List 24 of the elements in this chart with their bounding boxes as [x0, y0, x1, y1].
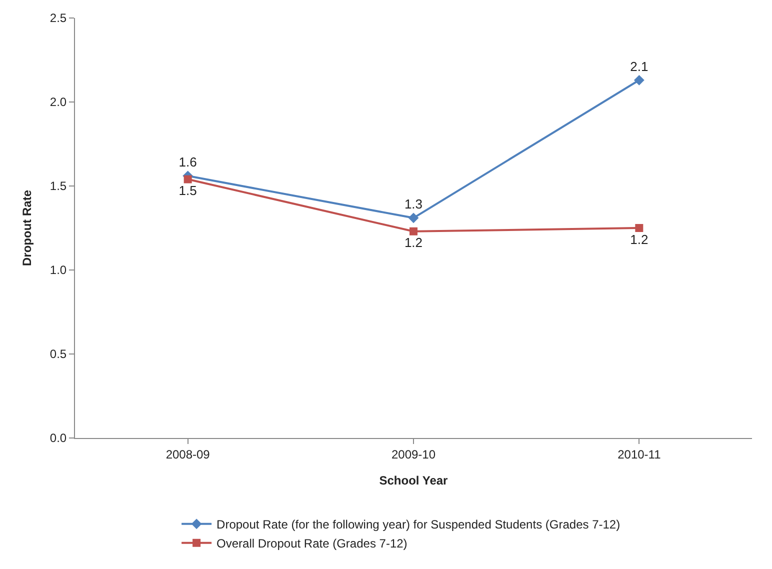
- x-tick-label: 2008-09: [166, 447, 210, 462]
- text: 2.5: [50, 11, 67, 26]
- x-axis-title: School Year: [379, 473, 448, 488]
- point: [410, 227, 418, 236]
- point: [635, 224, 644, 232]
- data-label: 1.6: [178, 154, 197, 170]
- data-label: 1.2: [630, 232, 648, 247]
- legend-label: Overall Dropout Rate (Grades 7-12): [216, 536, 408, 551]
- data-label: 1.5: [178, 183, 197, 198]
- text: 2.0: [50, 95, 67, 110]
- data-label: 2.1: [630, 58, 648, 74]
- data-label: 1.2: [404, 235, 423, 250]
- legend-label: Dropout Rate (for the following year) for Suspended Students (Grades 7-12): [216, 518, 620, 532]
- x-tick-label: 2009-10: [391, 447, 436, 462]
- y-axis-title: Dropout Rate: [20, 190, 34, 266]
- point: [184, 175, 192, 184]
- text: 0.5: [50, 347, 67, 362]
- point: [634, 74, 644, 86]
- text: 0.0: [50, 431, 67, 446]
- x-tick-label: 2010-11: [618, 447, 662, 462]
- text: 1.5: [50, 179, 67, 194]
- text: 1.0: [50, 263, 67, 278]
- data-label: 1.3: [404, 196, 423, 212]
- point: [408, 212, 419, 224]
